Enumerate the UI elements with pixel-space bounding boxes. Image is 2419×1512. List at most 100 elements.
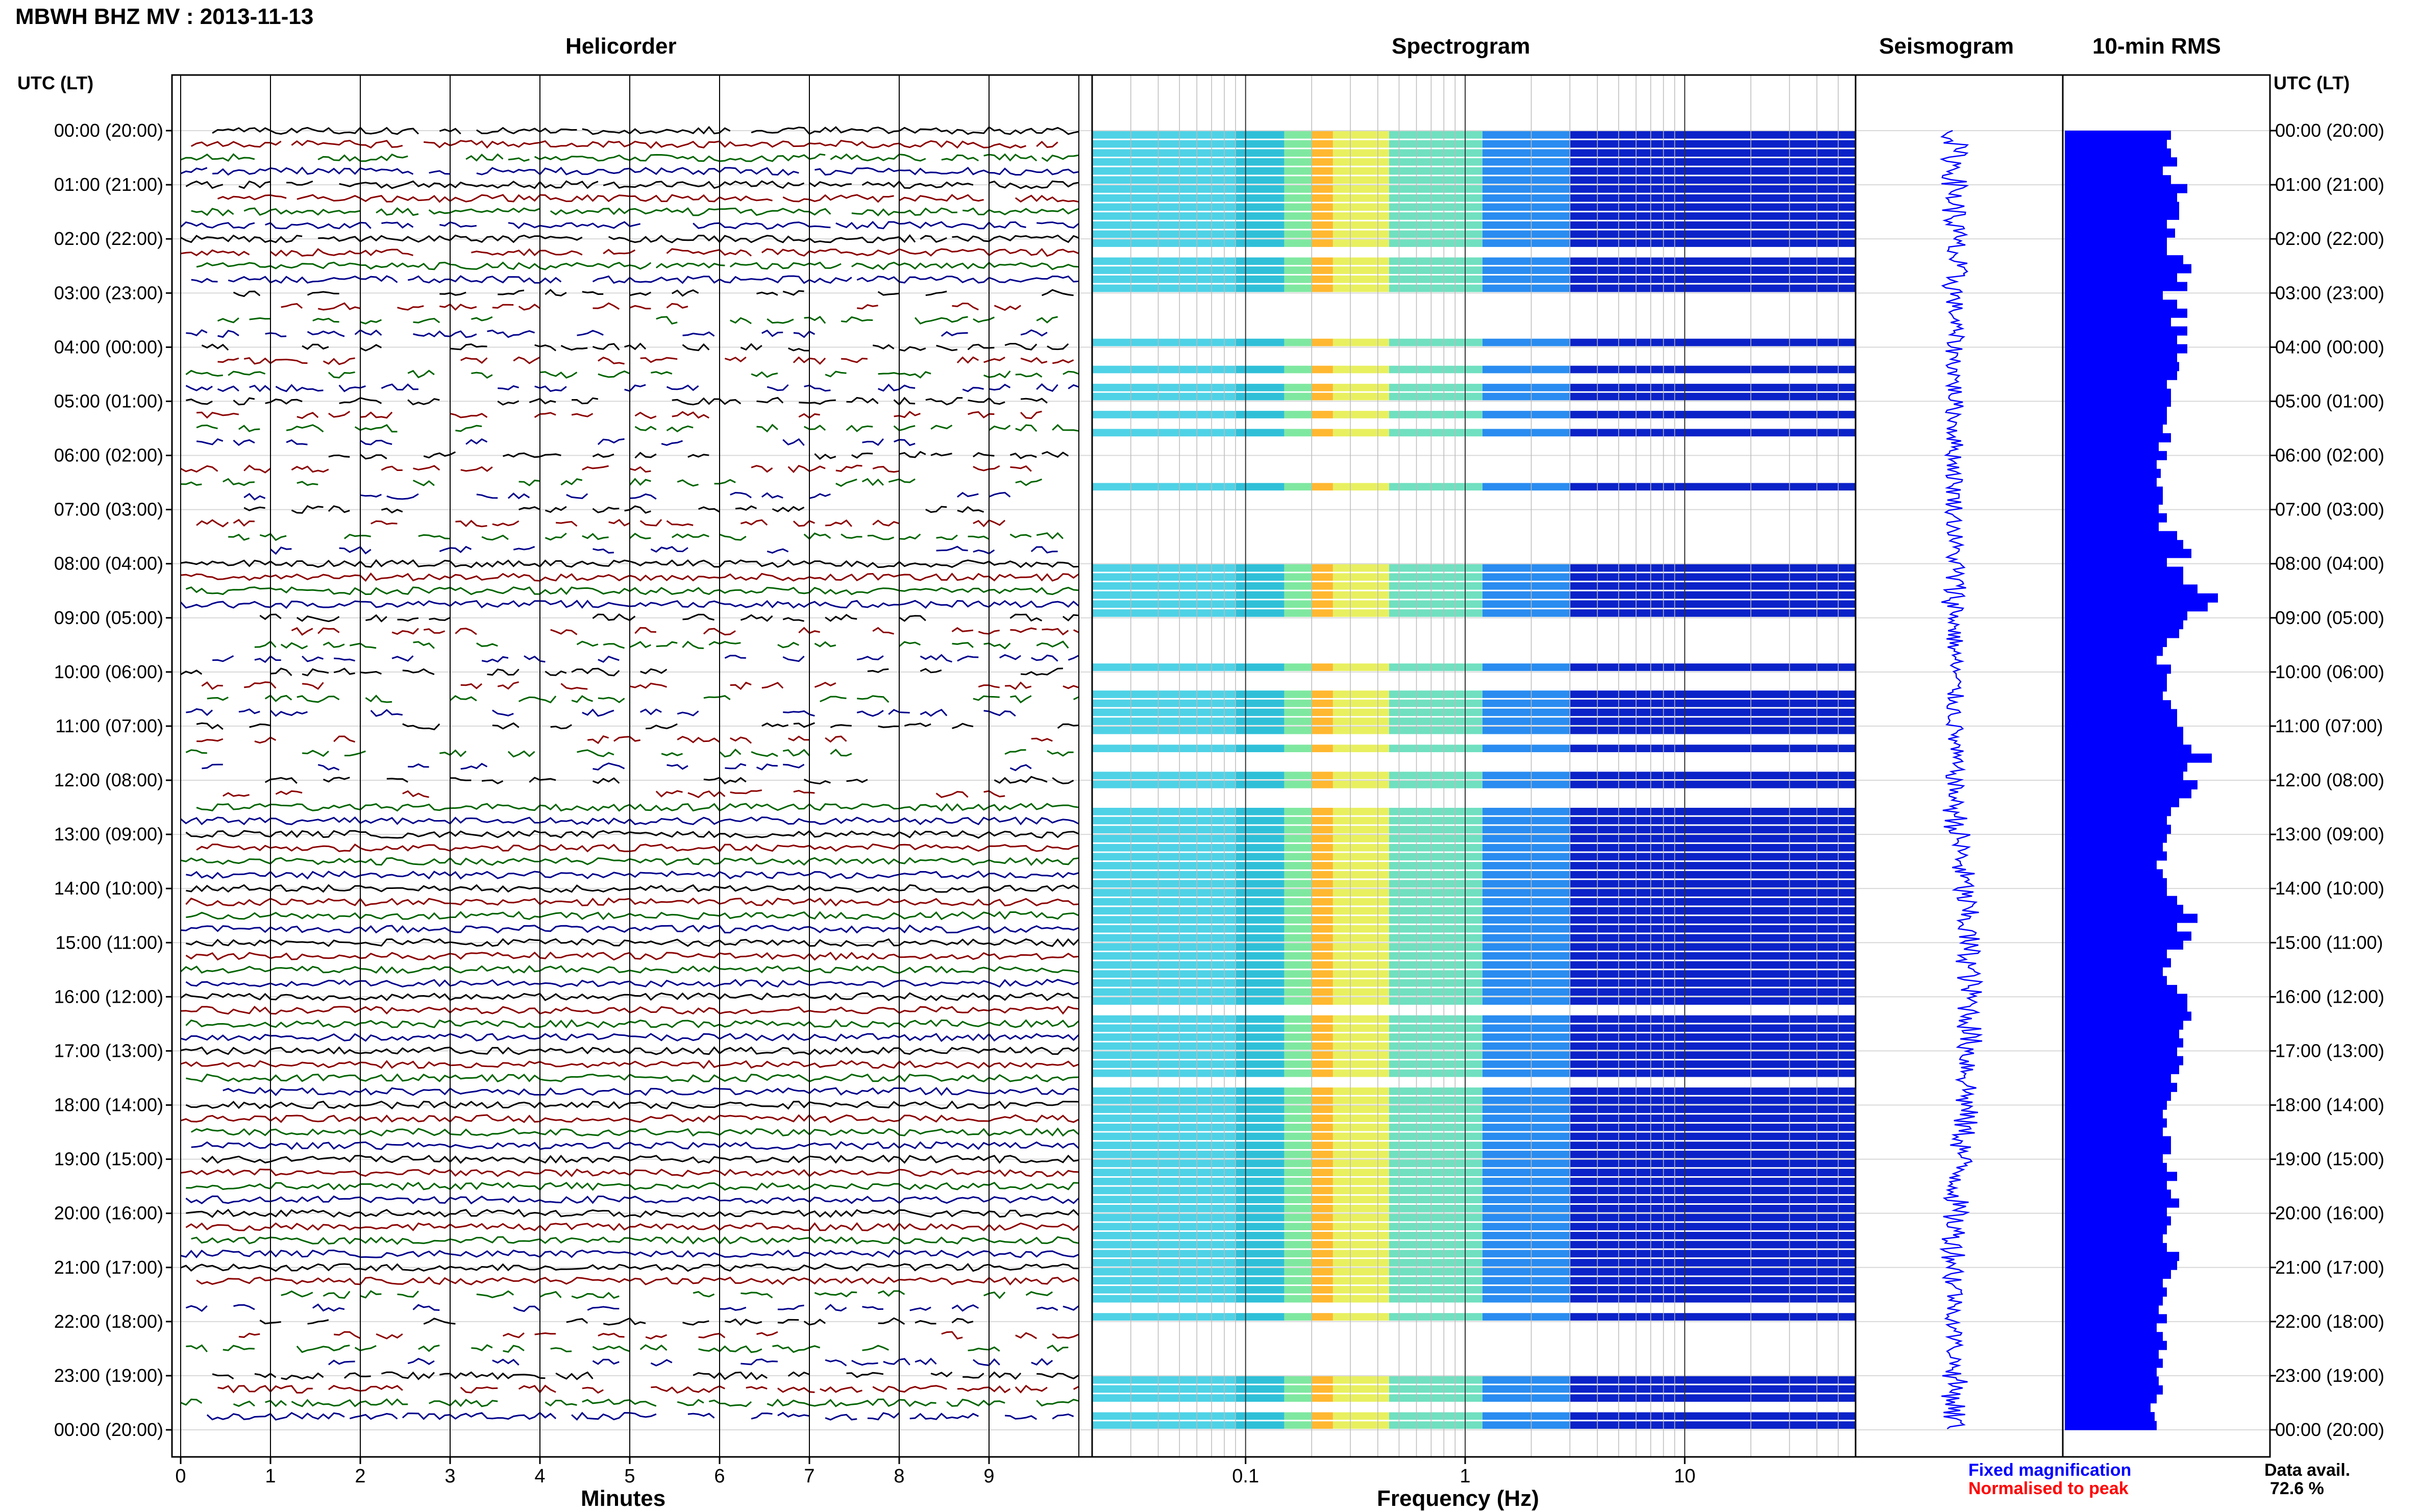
spectrogram-cell [1312, 1223, 1333, 1230]
spectrogram-cell [1570, 663, 1856, 671]
spectrogram-cell [1284, 1385, 1312, 1393]
spectrogram-cell [1332, 221, 1389, 229]
time-label-left: 13:00 (09:00) [54, 824, 163, 845]
helicorder-trace [201, 681, 1079, 690]
rms-bar [2065, 219, 2167, 229]
spectrogram-cell [1483, 898, 1570, 906]
time-label-right: 14:00 (10:00) [2275, 878, 2384, 899]
spectrogram-cell [1092, 212, 1236, 220]
spectrogram-cell [1284, 1142, 1312, 1149]
spectrogram-cell [1570, 149, 1856, 157]
spectrogram-cell [1284, 1259, 1312, 1267]
spectrogram-cell [1284, 600, 1312, 608]
rms-bar [2065, 566, 2183, 576]
spectrogram-cell [1284, 1069, 1312, 1077]
rms-bar [2065, 833, 2167, 843]
spectrogram-cell [1332, 699, 1389, 707]
spectrogram-cell [1483, 257, 1570, 265]
spectrogram-cell [1092, 1213, 1236, 1222]
spectrogram-cell [1236, 609, 1285, 617]
spectrogram-cell [1092, 1060, 1236, 1068]
helicorder-trace [185, 586, 1079, 596]
spectrogram-cell [1332, 708, 1389, 716]
spectrogram-cell [1570, 1196, 1856, 1203]
rms-bar [2065, 1056, 2183, 1065]
spectrogram-cell [1284, 1015, 1312, 1023]
time-label-left: 15:00 (11:00) [56, 932, 163, 953]
spectrogram-cell [1236, 961, 1285, 969]
rms-bar [2065, 1234, 2163, 1244]
spectrogram-cell [1389, 1051, 1483, 1059]
spectrogram-cell [1389, 591, 1483, 599]
spectrogram-cell [1312, 1295, 1333, 1303]
rms-bar [2065, 1358, 2163, 1368]
spectrogram-cell [1332, 483, 1389, 491]
frequency-tick-label: 1 [1460, 1466, 1470, 1487]
spectrogram-cell [1570, 392, 1856, 401]
spectrogram-cell [1284, 745, 1312, 752]
spectrogram-cell [1332, 1069, 1389, 1077]
rms-bar [2065, 531, 2177, 540]
helicorder-trace [186, 1181, 1079, 1191]
rms-bar [2065, 1341, 2167, 1350]
spectrogram-cell [1092, 1159, 1236, 1168]
spectrogram-cell [1284, 816, 1312, 825]
helicorder-trace [186, 329, 1048, 338]
helicorder-trace [191, 1235, 1079, 1245]
spectrogram-cell [1312, 1042, 1333, 1050]
time-label-right: 23:00 (19:00) [2275, 1365, 2384, 1386]
rms-bar [2065, 807, 2171, 816]
spectrogram-cell [1483, 1205, 1570, 1212]
spectrogram-cell [1092, 239, 1236, 247]
spectrogram-cell [1312, 925, 1333, 933]
helicorder-trace [196, 261, 1079, 270]
time-label-right: 15:00 (11:00) [2275, 932, 2383, 953]
spectrogram-cell [1236, 158, 1285, 166]
spectrogram-cell [1284, 384, 1312, 391]
spectrogram-cell [1570, 997, 1856, 1005]
helicorder-trace [191, 1141, 1079, 1150]
rms-bar [2065, 1198, 2179, 1208]
spectrogram-cell [1236, 916, 1285, 924]
helicorder-trace [202, 763, 1079, 771]
rms-bar [2065, 1270, 2171, 1279]
spectrogram-cell [1389, 1150, 1483, 1158]
spectrogram-cell [1284, 140, 1312, 148]
spectrogram-cell [1092, 365, 1236, 374]
spectrogram-cell [1483, 1268, 1570, 1276]
spectrogram-cell [1236, 600, 1285, 608]
spectrogram-cell [1236, 1123, 1285, 1131]
spectrogram-cell [1236, 1051, 1285, 1059]
rms-bar [2065, 380, 2167, 389]
spectrogram-cell [1092, 1024, 1236, 1032]
spectrogram-cell [1236, 230, 1285, 238]
rms-bar [2065, 602, 2208, 612]
rms-bar [2065, 1162, 2167, 1172]
spectrogram-cell [1284, 726, 1312, 734]
helicorder-trace [190, 1127, 1079, 1137]
rms-bar [2065, 549, 2191, 558]
rms-bar [2065, 1403, 2151, 1412]
spectrogram-cell [1284, 1213, 1312, 1222]
spectrogram-cell [1483, 149, 1570, 157]
time-label-right: 21:00 (17:00) [2275, 1257, 2384, 1278]
helicorder-trace [244, 492, 1079, 500]
rms-bar [2065, 1029, 2179, 1039]
spectrogram-cell [1092, 1250, 1236, 1258]
spectrogram-cell [1570, 844, 1856, 852]
spectrogram-cell [1312, 1259, 1333, 1267]
time-label-left: 04:00 (00:00) [54, 336, 163, 357]
spectrogram-cell [1284, 1132, 1312, 1141]
spectrogram-cell [1332, 284, 1389, 292]
spectrogram-cell [1483, 961, 1570, 969]
spectrogram-cell [1483, 889, 1570, 897]
spectrogram-cell [1332, 1060, 1389, 1068]
spectrogram-cell [1483, 1421, 1570, 1429]
spectrogram-cell [1092, 149, 1236, 157]
spectrogram-cell [1312, 943, 1333, 951]
spectrogram-cell [1389, 212, 1483, 220]
helicorder-trace [185, 951, 1079, 961]
spectrogram-cell [1312, 708, 1333, 716]
spectrogram-cell [1284, 889, 1312, 897]
spectrogram-cell [1236, 1241, 1285, 1249]
